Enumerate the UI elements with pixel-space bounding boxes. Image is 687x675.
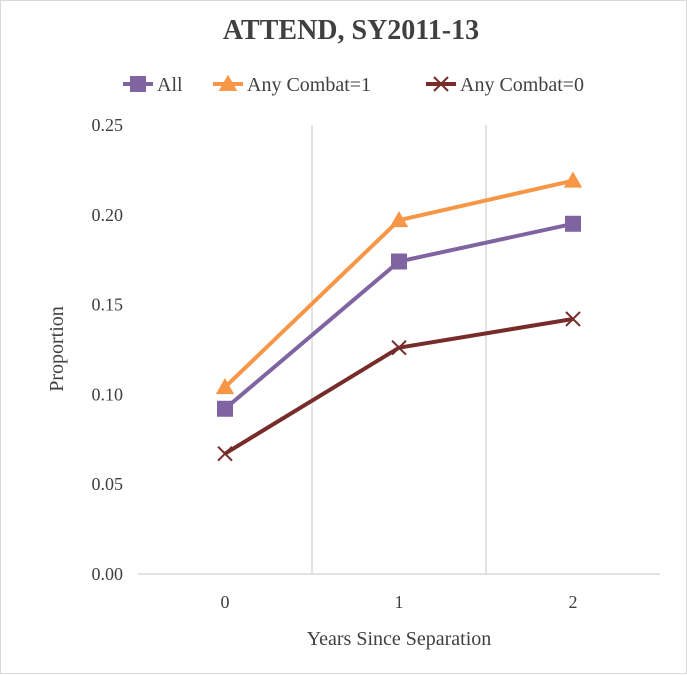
marker-triangle [389,210,409,228]
x-tick-label: 2 [569,592,578,612]
legend-item: Any Combat=0 [426,74,584,96]
marker-square [130,76,146,92]
legend-label: Any Combat=0 [460,74,584,96]
marker-x [433,76,449,92]
legend-label: All [157,74,183,96]
marker-square [391,253,407,270]
marker-triangle [563,171,583,188]
marker-square [565,215,581,232]
marker-triangle [218,74,238,91]
y-tick-label: 0.00 [92,564,124,584]
y-axis-title: Proportion [46,306,68,392]
series-any-combat-0 [217,311,581,462]
marker-triangle [215,378,235,395]
y-tick-label: 0.05 [92,474,124,494]
x-tick-label: 0 [221,592,230,612]
marker-x [391,339,407,356]
marker-x [565,311,581,327]
y-tick-label: 0.10 [92,384,124,404]
series-layer [215,171,583,462]
legend-item: Any Combat=1 [213,74,371,96]
series-all [217,215,581,417]
chart-title: ATTEND, SY2011-13 [223,15,479,46]
marker-x-stroke [433,76,449,92]
marker-x-stroke [217,445,233,462]
series-line [223,221,574,411]
legend-label: Any Combat=1 [247,74,371,96]
series-any-combat-1 [215,171,583,395]
marker-x [217,445,233,462]
x-axis-title: Years Since Separation [307,628,492,650]
x-tick-label: 1 [395,592,404,612]
y-tick-label: 0.20 [92,205,124,225]
marker-square [217,400,233,417]
y-axis-ticks: 0.00 0.05 0.10 0.15 0.20 0.25 [92,115,124,584]
y-tick-label: 0.15 [92,295,124,315]
legend: All Any Combat=1 Any Combat=0 [123,74,584,96]
y-tick-label: 0.25 [92,115,124,135]
legend-item: All [123,74,183,96]
marker-x-stroke [391,339,407,356]
x-axis-ticks: 0 1 2 [221,592,578,612]
marker-x-stroke [565,311,581,327]
